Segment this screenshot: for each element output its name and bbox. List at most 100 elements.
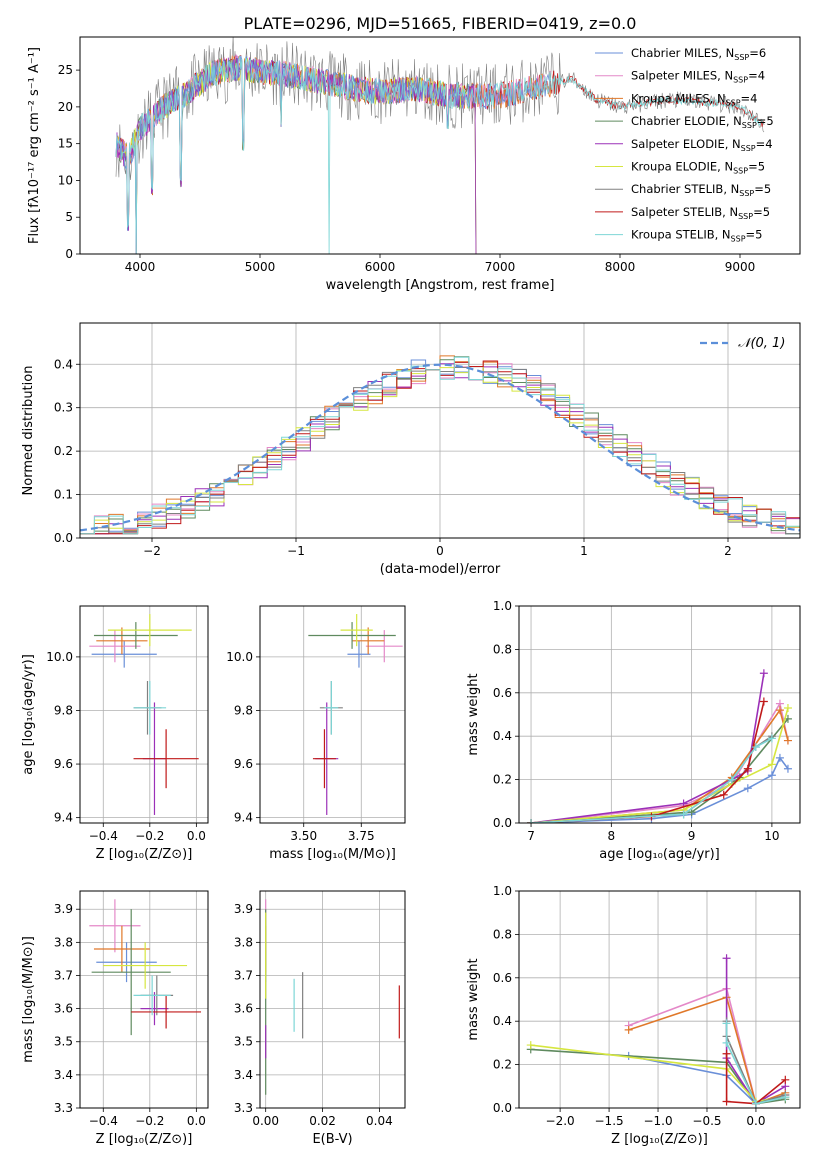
marker-salpeter-stelib (719, 790, 728, 799)
y-tick-label: 3.7 (234, 968, 253, 982)
x-tick-label: −0.4 (89, 1114, 118, 1128)
x-tick-label: 7000 (485, 260, 516, 274)
y-tick-label: 5 (65, 210, 73, 224)
y-tick-label: 3.9 (54, 902, 73, 916)
x-tick-label: 4000 (125, 260, 156, 274)
legend-label-kroupa-miles: Kroupa MILES, NSSP=4 (631, 91, 757, 107)
chart-massweight-vs-age: 7 8 9 10 0.0 0.2 0.4 0.6 0.8 1.0 age [log₁₀(age/yr… (466, 599, 801, 862)
y-tick-label: 9.8 (54, 703, 73, 717)
legend-label-kroupa-stelib: Kroupa STELIB, NSSP=5 (631, 228, 762, 244)
marker-salpeter-elodie (722, 954, 731, 963)
y-tick-label: 0.6 (493, 971, 512, 985)
y-axis-label: age [log₁₀(age/yr)] (21, 654, 36, 775)
x-tick-label: −0.2 (135, 1114, 164, 1128)
y-tick-label: 20 (58, 100, 73, 114)
x-axis-label: E(B-V) (312, 1132, 352, 1147)
plot-area (308, 614, 403, 815)
marker-kroupa-miles (624, 1025, 633, 1034)
line-kroupa-miles (628, 996, 786, 1105)
marker-kroupa-stelib (527, 819, 536, 823)
chart-age-vs-Z: −0.4 −0.2 0.0 9.4 9.6 9.8 10.0 Z [log₁₀(Z/Z⊙)] a… (21, 605, 209, 862)
marker-salpeter-stelib (722, 1097, 731, 1106)
axes-frame (79, 36, 801, 255)
y-axis-label: mass weight (466, 958, 481, 1040)
x-tick-label: 8000 (605, 260, 636, 274)
x-tick-label: 0.04 (366, 1114, 393, 1128)
line-chabrier-elodie (530, 1048, 786, 1105)
y-axis-label: mass [log₁₀(M/M⊙)] (21, 936, 36, 1063)
y-tick-label: 0.0 (493, 816, 512, 830)
y-tick-label: 0.1 (54, 488, 73, 502)
y-axis-label: mass weight (466, 673, 481, 755)
plot-area (89, 899, 202, 1036)
y-tick-label: 9.6 (234, 757, 253, 771)
x-axis-label: Z [log₁₀(Z/Z⊙)] (611, 1132, 708, 1147)
x-tick-label: 0.02 (309, 1114, 336, 1128)
x-tick-label: −0.5 (692, 1114, 721, 1128)
y-tick-label: 9.4 (54, 811, 73, 825)
marker-salpeter-stelib (722, 1049, 731, 1058)
x-tick-label: 8 (608, 829, 616, 843)
line-kroupa-stelib (725, 1023, 786, 1105)
y-tick-label: 3.8 (234, 935, 253, 949)
marker-kroupa-stelib (767, 734, 776, 743)
legend-label-chabrier-miles: Chabrier MILES, NSSP=6 (631, 46, 766, 62)
x-axis-label: Z [log₁₀(Z/Z⊙)] (96, 847, 193, 862)
chart-massweight-vs-Z: −2.0 −1.5 −1.0 −0.5 0.0 0.0 0.2 0.4 0.6 0.8 1.0 Z [… (466, 884, 801, 1147)
x-tick-label: −1 (287, 544, 305, 558)
chart-spectrum: Chabrier MILES, NSSP=6 Salpeter MILES, NS… (27, 36, 801, 293)
y-tick-label: 0 (65, 247, 73, 261)
figure-title: PLATE=0296, MJD=51665, FIBERID=0419, z=0… (244, 14, 637, 33)
chart-mass-vs-Z: −0.4 −0.2 0.0 3.3 3.4 3.5 3.6 3.7 3.8 3.9 Z [log₁₀… (21, 890, 209, 1147)
x-tick-label: −2 (143, 544, 161, 558)
y-tick-label: 25 (58, 63, 73, 77)
x-axis-label: mass [log₁₀(M/M⊙)] (269, 847, 396, 862)
marker-kroupa-stelib (751, 1099, 760, 1108)
x-tick-label: 0.0 (746, 1114, 765, 1128)
y-tick-label: 10 (58, 173, 73, 187)
plot-area (265, 899, 400, 1095)
x-axis-label: age [log₁₀(age/yr)] (599, 847, 720, 862)
axes-frame (79, 605, 209, 824)
axes-frame (259, 890, 406, 1109)
y-tick-label: 10.0 (46, 650, 73, 664)
y-tick-label: 0.4 (493, 729, 512, 743)
y-tick-label: 0.2 (54, 444, 73, 458)
line-salpeter-elodie (530, 673, 765, 823)
marker-kroupa-stelib (727, 775, 736, 784)
x-tick-label: −0.2 (135, 829, 164, 843)
marker-chabrier-miles (767, 771, 776, 780)
y-tick-label: 3.3 (234, 1101, 253, 1115)
line-salpeter-elodie (725, 958, 786, 1105)
y-tick-label: 3.3 (54, 1101, 73, 1115)
plot-area (115, 37, 765, 254)
x-tick-label: 3.50 (290, 829, 317, 843)
x-axis-label: wavelength [Angstrom, rest frame] (326, 278, 555, 293)
y-tick-label: 3.5 (54, 1035, 73, 1049)
x-tick-label: 10 (764, 829, 779, 843)
plot-area (89, 614, 199, 815)
spectrum-line-kroupa-stelib (115, 55, 765, 254)
y-tick-label: 9.8 (234, 703, 253, 717)
chart-residuals: 𝒩(0, 1) −2 −1 0 1 2 0.0 0.1 0.2 0.3 0.4 (data-model… (21, 322, 801, 577)
marker-kroupa-elodie (526, 1041, 535, 1050)
x-tick-label: 5000 (245, 260, 276, 274)
normal-curve (80, 363, 800, 532)
x-tick-label: 2 (724, 544, 732, 558)
marker-kroupa-elodie (783, 703, 792, 712)
marker-salpeter-stelib (759, 697, 768, 706)
y-tick-label: 3.6 (234, 1002, 253, 1016)
x-tick-label: 7 (527, 829, 535, 843)
marker-chabrier-miles (743, 784, 752, 793)
plot-area (527, 669, 792, 823)
y-tick-label: 15 (58, 137, 73, 151)
y-tick-label: 10.0 (226, 650, 253, 664)
x-tick-label: −1.0 (643, 1114, 672, 1128)
marker-chabrier-miles (783, 764, 792, 773)
x-axis-label: (data-model)/error (380, 562, 501, 577)
spectrum-line-chabrier-miles (115, 55, 552, 254)
x-tick-label: −2.0 (546, 1114, 575, 1128)
y-tick-label: 9.6 (54, 757, 73, 771)
y-tick-label: 9.4 (234, 811, 253, 825)
